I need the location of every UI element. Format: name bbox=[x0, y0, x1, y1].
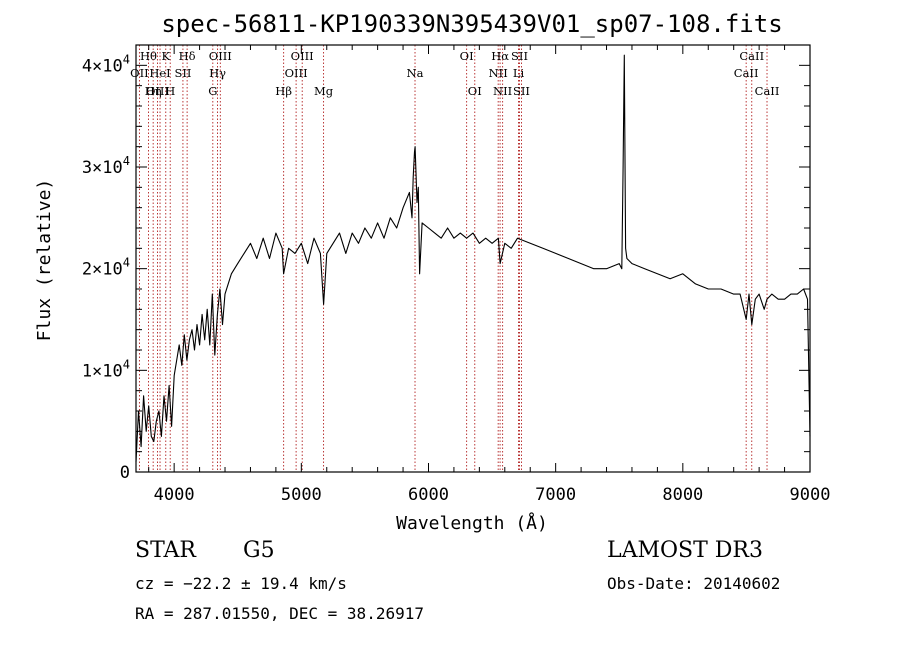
spectral-line-label: OI bbox=[468, 84, 482, 98]
plot-frame bbox=[135, 44, 811, 473]
survey-name: LAMOST DR3 bbox=[607, 538, 763, 563]
spectral-line-label: NII bbox=[489, 66, 508, 80]
chart-title: spec-56811-KP190339N395439V01_sp07-108.f… bbox=[161, 10, 782, 38]
spectral-line-label: OIII bbox=[209, 49, 232, 63]
axis-ticks bbox=[136, 44, 811, 473]
spectral-line-label: Hθ bbox=[140, 49, 157, 63]
y-tick-label: 1×104 bbox=[82, 357, 130, 381]
y-tick-label: 2×104 bbox=[82, 256, 130, 280]
spectral-line-label: OIII bbox=[146, 84, 169, 98]
y-axis-label: Flux (relative) bbox=[34, 179, 55, 342]
spectral-line-label: Hγ bbox=[209, 66, 226, 80]
spectral-line-label: OI bbox=[460, 49, 474, 63]
redshift-velocity: cz = −22.2 ± 19.4 km/s bbox=[135, 574, 347, 593]
spectral-line-label: Hα bbox=[491, 49, 509, 63]
spectral-line-label: G bbox=[208, 84, 217, 98]
spectral-line-label: Hη bbox=[145, 84, 162, 98]
axis-tick-labels: 4000 5000 6000 7000 8000 9000 0 1×104 2×104 3×104… bbox=[82, 52, 831, 505]
ra-dec-coordinates: RA = 287.01550, DEC = 38.26917 bbox=[135, 604, 424, 623]
spectral-line-label: CaII bbox=[734, 66, 759, 80]
spectral-line-label: Hδ bbox=[179, 49, 196, 63]
spectral-line-label: Li bbox=[513, 66, 525, 80]
object-type: STAR bbox=[135, 538, 196, 563]
spectral-line-label: Na bbox=[407, 66, 424, 80]
spectral-line-label: OIII bbox=[285, 66, 308, 80]
spectral-line-label: SII bbox=[174, 66, 191, 80]
spectral-line-label: SII bbox=[511, 49, 528, 63]
spectral-line-label: K bbox=[161, 49, 170, 63]
spectral-line-label: CaII bbox=[739, 49, 764, 63]
x-tick-label: 4000 bbox=[154, 485, 195, 505]
y-tick-label: 4×104 bbox=[82, 52, 130, 76]
spectral-line-labels: OIIHθHηOIIIHeIKHSIIHδGHγOIIIHβOIIIOIIIMg… bbox=[130, 49, 779, 98]
x-tick-label: 7000 bbox=[535, 485, 576, 505]
y-tick-label: 3×104 bbox=[82, 154, 130, 178]
spectral-line-label: CaII bbox=[755, 84, 780, 98]
x-tick-label: 9000 bbox=[790, 485, 831, 505]
x-axis-label: Wavelength (Å) bbox=[396, 512, 548, 534]
x-tick-label: 6000 bbox=[408, 485, 449, 505]
spectrum-series bbox=[135, 54, 811, 462]
spectral-line-label: OIII bbox=[291, 49, 314, 63]
spectral-line-label: OII bbox=[130, 66, 149, 80]
spectral-line-markers bbox=[138, 45, 768, 472]
spectral-line-label: SII bbox=[513, 84, 530, 98]
spectral-line-label: Mg bbox=[314, 84, 334, 98]
x-tick-label: 8000 bbox=[662, 485, 703, 505]
x-tick-label: 5000 bbox=[281, 485, 322, 505]
spectral-subclass: G5 bbox=[243, 538, 275, 563]
spectral-line-label: NII bbox=[493, 84, 512, 98]
spectral-line-label: HeI bbox=[149, 66, 170, 80]
spectral-line-label: Hβ bbox=[275, 84, 292, 98]
y-tick-label: 0 bbox=[120, 463, 130, 483]
observation-date: Obs-Date: 20140602 bbox=[607, 574, 781, 593]
spectral-line-label: H bbox=[165, 84, 175, 98]
